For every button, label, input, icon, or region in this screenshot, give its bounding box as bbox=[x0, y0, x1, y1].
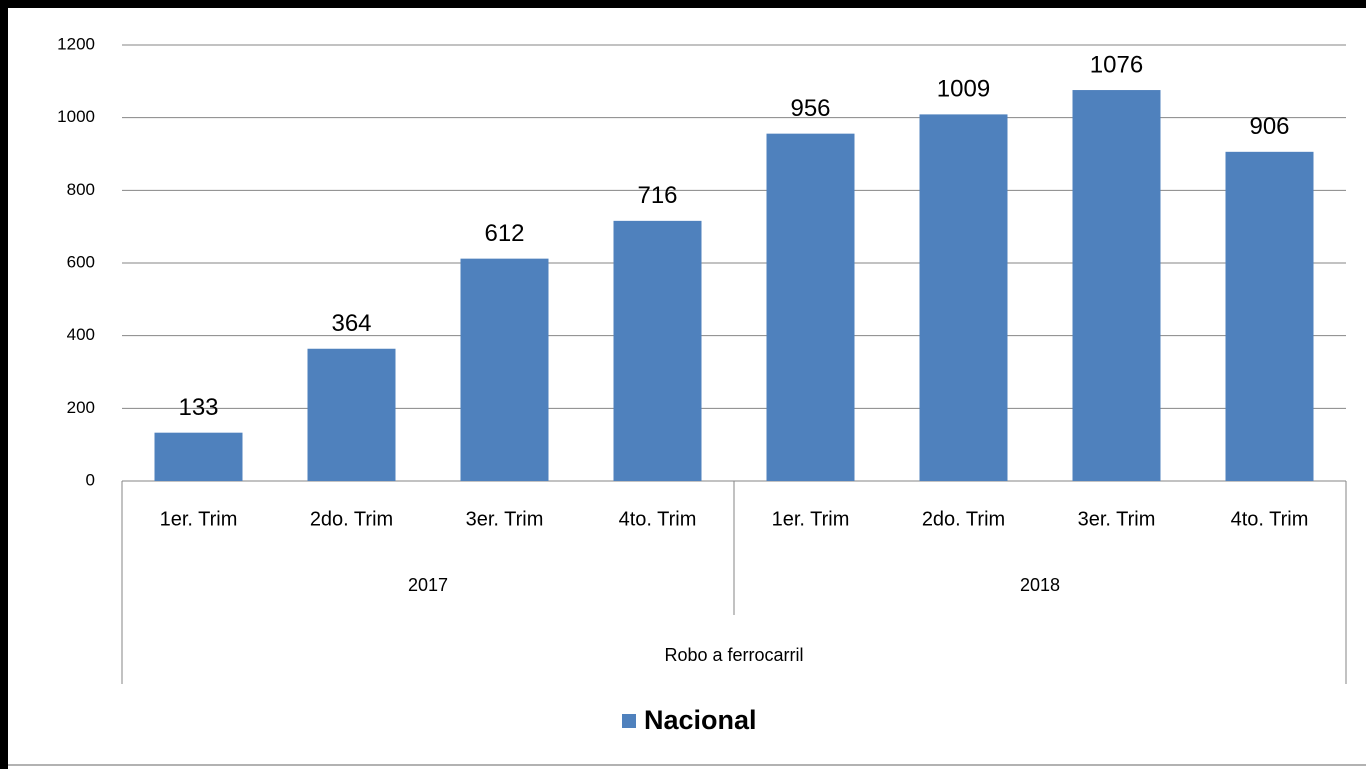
y-tick-label: 1200 bbox=[57, 34, 95, 53]
bar bbox=[460, 258, 549, 481]
y-tick-label: 800 bbox=[67, 180, 95, 199]
group-label: 2018 bbox=[1020, 575, 1060, 595]
x-tick-label: 4to. Trim bbox=[619, 508, 697, 530]
y-tick-label: 1000 bbox=[57, 107, 95, 126]
x-tick-label: 4to. Trim bbox=[1231, 508, 1309, 530]
data-label: 906 bbox=[1249, 113, 1289, 140]
y-tick-label: 0 bbox=[86, 470, 95, 489]
x-tick-label: 3er. Trim bbox=[466, 508, 544, 530]
bar bbox=[307, 348, 396, 481]
data-label: 1076 bbox=[1090, 51, 1143, 78]
bar bbox=[766, 133, 855, 482]
data-label: 1009 bbox=[937, 76, 990, 103]
x-tick-label: 3er. Trim bbox=[1078, 508, 1156, 530]
x-tick-label: 2do. Trim bbox=[310, 508, 393, 530]
data-label: 364 bbox=[331, 310, 371, 337]
data-label: 716 bbox=[637, 182, 677, 209]
bar bbox=[613, 220, 702, 481]
x-tick-label: 2do. Trim bbox=[922, 508, 1005, 530]
x-tick-label: 1er. Trim bbox=[772, 508, 850, 530]
bar bbox=[1072, 90, 1161, 481]
legend-label: Nacional bbox=[644, 705, 757, 735]
bar bbox=[919, 114, 1008, 481]
frame-left bbox=[0, 0, 8, 769]
x-tick-label: 1er. Trim bbox=[160, 508, 238, 530]
data-label: 612 bbox=[484, 220, 524, 247]
bar bbox=[1225, 151, 1314, 481]
y-tick-label: 600 bbox=[67, 252, 95, 271]
x-axis-title: Robo a ferrocarril bbox=[664, 645, 803, 665]
bar bbox=[154, 432, 243, 481]
legend-swatch bbox=[622, 714, 636, 728]
group-label: 2017 bbox=[408, 575, 448, 595]
frame-top bbox=[0, 0, 1366, 8]
y-tick-label: 200 bbox=[67, 398, 95, 417]
data-label: 956 bbox=[790, 95, 830, 122]
data-label: 133 bbox=[178, 394, 218, 421]
y-tick-label: 400 bbox=[67, 325, 95, 344]
